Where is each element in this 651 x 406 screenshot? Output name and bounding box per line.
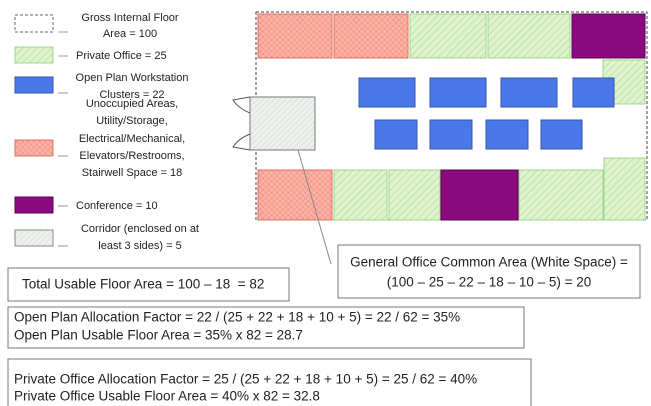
legend-swatches (14, 14, 68, 247)
legend-label: Unoccupied Areas, (86, 98, 178, 110)
legend-label: Electrical/Mechanical, (79, 133, 185, 145)
open-plan-text: Open Plan Usable Floor Area = 35% x 82 =… (14, 328, 303, 343)
general-common-text: (100 – 25 – 22 – 18 – 10 – 5) = 20 (387, 275, 592, 290)
legend-label: Conference = 10 (76, 200, 158, 212)
legend-label: Gross Internal Floor (81, 12, 179, 24)
general-common-text: General Office Common Area (White Space)… (350, 255, 628, 270)
legend-label: Clusters = 22 (99, 89, 164, 101)
private-office-box (7, 358, 532, 406)
legend-label: Stairwell Space = 18 (82, 167, 183, 179)
legend-label: Area = 100 (103, 28, 157, 40)
total-text: Total Usable Floor Area = 100 – 18 = 82 (22, 277, 264, 292)
legend-label: Utility/Storage, (96, 115, 168, 127)
legend-label: Elevators/Restrooms, (79, 150, 184, 162)
general-common-box (337, 244, 641, 299)
open-plan-box (7, 306, 525, 349)
legend-label: Corridor (enclosed on at (81, 223, 199, 235)
legend-label: Open Plan Workstation (76, 72, 189, 84)
legend-label: least 3 sides) = 5 (98, 240, 181, 252)
floor-plan (232, 11, 648, 265)
open-plan-text: Open Plan Allocation Factor = 22 / (25 +… (14, 310, 460, 325)
private-office-text: Private Office Allocation Factor = 25 / … (14, 372, 477, 387)
legend-label: Private Office = 25 (76, 50, 167, 62)
total-box (7, 267, 290, 302)
private-office-text: Private Office Usable Floor Area = 40% x… (14, 389, 320, 404)
